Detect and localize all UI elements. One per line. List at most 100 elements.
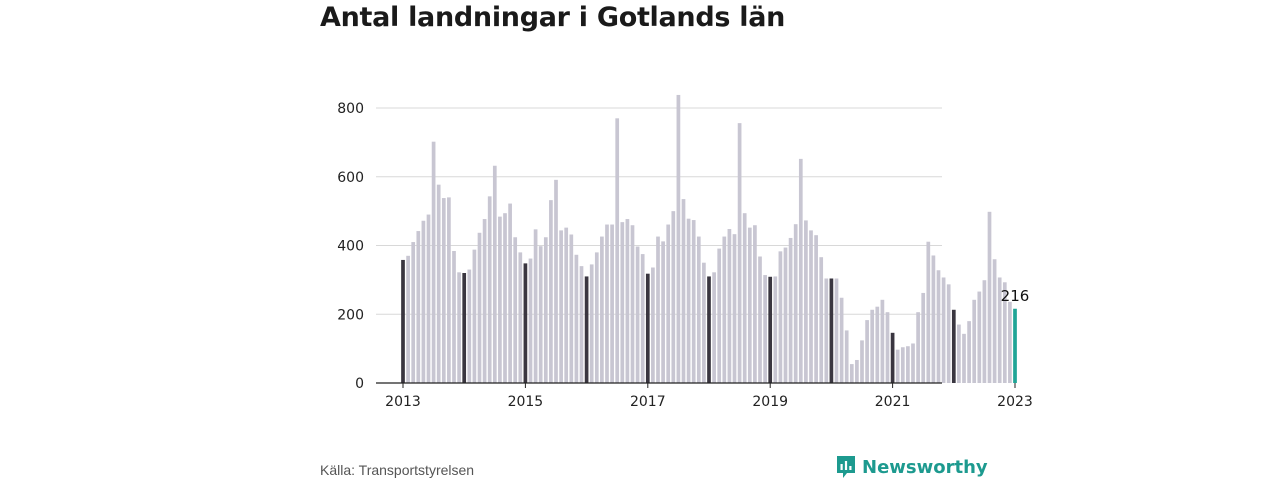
bar bbox=[870, 309, 875, 383]
bar bbox=[651, 267, 655, 383]
bar-chart: 0 200 400 600 800 2013 2015 2017 2019 2021 2023 216 bbox=[337, 94, 1033, 410]
bar bbox=[533, 229, 538, 383]
bar-january bbox=[645, 273, 650, 383]
bar bbox=[671, 211, 676, 384]
bar bbox=[436, 184, 441, 383]
bar bbox=[997, 277, 1002, 383]
bar bbox=[885, 312, 890, 383]
bar-january bbox=[462, 273, 467, 383]
bar bbox=[880, 299, 885, 383]
bar bbox=[528, 258, 533, 383]
bar bbox=[931, 255, 936, 383]
x-tick-label: 2019 bbox=[752, 394, 788, 410]
bar bbox=[452, 251, 456, 383]
bar bbox=[992, 259, 997, 383]
bar-january bbox=[523, 263, 528, 384]
bar bbox=[691, 220, 696, 383]
bar bbox=[406, 255, 410, 383]
bar-january bbox=[707, 276, 711, 383]
bar bbox=[957, 324, 961, 383]
x-tick-label: 2015 bbox=[508, 394, 544, 410]
bar bbox=[482, 219, 487, 383]
bar bbox=[457, 272, 461, 383]
bar bbox=[696, 236, 701, 383]
y-tick-label: 600 bbox=[337, 170, 364, 186]
bar bbox=[549, 200, 553, 384]
bar-january bbox=[890, 332, 895, 383]
bar bbox=[747, 227, 752, 384]
x-tick-label: 2017 bbox=[630, 394, 666, 410]
bar bbox=[849, 364, 854, 383]
bar bbox=[860, 340, 864, 384]
bar bbox=[824, 278, 829, 383]
bar bbox=[513, 237, 518, 383]
bar bbox=[564, 227, 569, 384]
y-tick-label: 200 bbox=[337, 307, 364, 323]
bar bbox=[630, 225, 635, 383]
bar bbox=[411, 242, 416, 383]
bar bbox=[686, 218, 691, 383]
bar bbox=[620, 222, 625, 384]
y-tick-label: 800 bbox=[337, 101, 364, 117]
bar bbox=[946, 284, 951, 383]
bar bbox=[426, 214, 431, 383]
bar-january bbox=[829, 278, 834, 383]
bar bbox=[900, 347, 905, 383]
y-tick-label: 0 bbox=[355, 376, 364, 392]
bar bbox=[753, 225, 757, 383]
bar-january bbox=[951, 309, 956, 383]
bar bbox=[819, 257, 824, 383]
y-tick-label: 400 bbox=[337, 239, 364, 255]
bar bbox=[447, 197, 451, 384]
bar bbox=[844, 330, 849, 383]
bar bbox=[967, 321, 971, 384]
bar bbox=[727, 229, 732, 383]
bar bbox=[987, 211, 992, 383]
bar bbox=[589, 264, 594, 383]
bar bbox=[610, 224, 614, 383]
bar bbox=[569, 234, 574, 383]
bar-january bbox=[401, 259, 405, 383]
brand-logo: Newsworthy bbox=[836, 455, 988, 479]
bar bbox=[758, 256, 762, 383]
bar bbox=[508, 203, 512, 383]
bar bbox=[661, 241, 665, 384]
bar bbox=[916, 312, 920, 383]
bar bbox=[492, 165, 497, 383]
newsworthy-logo-icon bbox=[837, 456, 855, 478]
bar bbox=[911, 343, 915, 383]
bar bbox=[737, 123, 742, 384]
bar bbox=[962, 333, 966, 383]
x-tick-label: 2013 bbox=[385, 394, 421, 410]
bar bbox=[865, 320, 869, 383]
chart-title: Antal landningar i Gotlands län bbox=[320, 2, 786, 33]
bar bbox=[467, 269, 472, 383]
bar bbox=[518, 252, 523, 384]
bar bbox=[793, 224, 798, 383]
bar bbox=[982, 280, 987, 383]
bar bbox=[666, 224, 671, 383]
bar bbox=[839, 297, 844, 383]
bar bbox=[834, 278, 839, 383]
bar bbox=[763, 275, 767, 383]
bar bbox=[855, 359, 859, 383]
bar bbox=[538, 246, 543, 383]
bar bbox=[712, 272, 716, 383]
bar bbox=[640, 254, 645, 383]
bar bbox=[472, 249, 477, 384]
bar bbox=[656, 236, 660, 383]
brand-name: Newsworthy bbox=[862, 456, 988, 478]
bar bbox=[906, 346, 910, 383]
bar bbox=[972, 299, 977, 383]
bar-january bbox=[584, 276, 589, 383]
bar bbox=[574, 254, 579, 383]
bar bbox=[615, 118, 620, 383]
x-tick-label: 2023 bbox=[997, 394, 1033, 410]
bar bbox=[702, 262, 706, 383]
bar bbox=[554, 179, 558, 383]
bar bbox=[788, 237, 793, 383]
bar bbox=[809, 230, 813, 384]
bar bbox=[783, 247, 788, 383]
bar bbox=[416, 231, 421, 383]
latest-value-label: 216 bbox=[1001, 287, 1030, 305]
